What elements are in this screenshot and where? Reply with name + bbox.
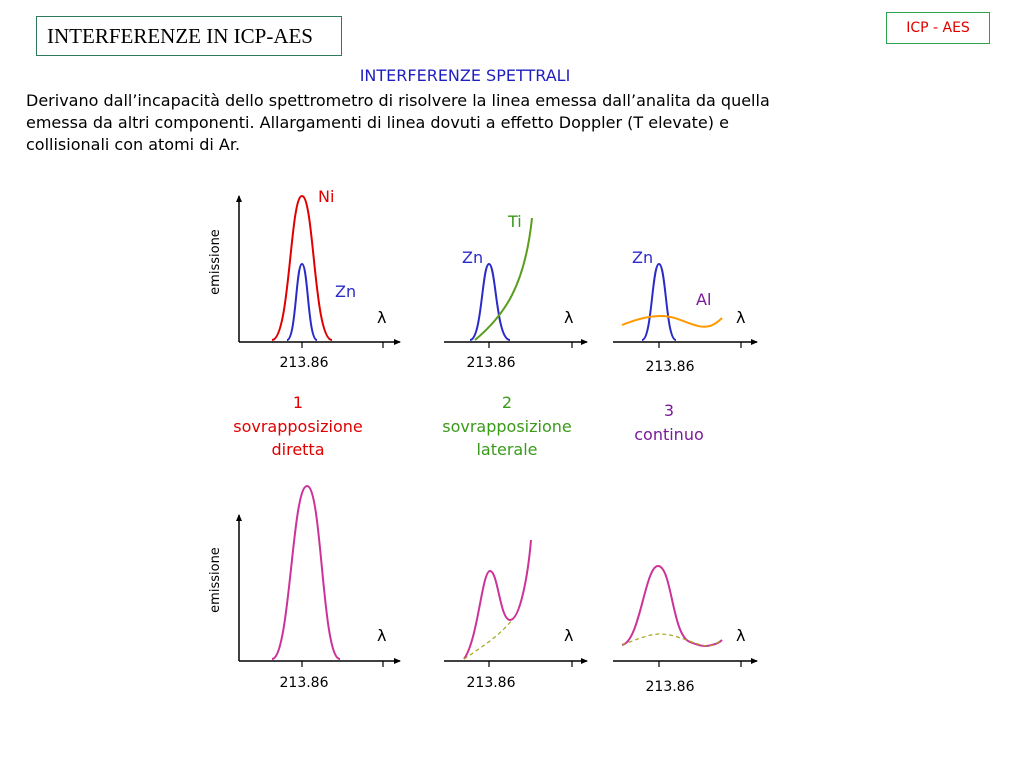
panel-3-bottom: λ 213.86 [613,564,758,695]
ti-label: Ti [507,212,522,231]
panel-1-top: Ni Zn λ 213.86 emissione [208,187,401,371]
caption-2-line-2: laterale [476,440,537,459]
caption-1: 1 sovrapposizione diretta [233,393,362,459]
baseline-dashed-2 [463,619,513,660]
caption-2-number: 2 [502,393,512,412]
description-line-2: emessa da altri componenti. Allargamenti… [26,113,729,132]
ni-peak-curve [271,194,333,341]
sum-curve-1 [271,484,341,660]
section-subtitle: INTERFERENZE SPETTRALI [359,66,571,85]
ni-label: Ni [318,187,334,206]
description-line-1: Derivano dall’incapacità dello spettrome… [26,91,770,110]
baseline-dashed-3 [621,633,723,647]
lambda-label-3-top: λ [736,308,745,327]
zn-peak-curve-1 [286,262,318,341]
al-label: Al [696,290,711,309]
description: Derivano dall’incapacità dello spettrome… [26,90,926,156]
caption-3-number: 3 [664,401,674,420]
tick-label-2-bottom: 213.86 [467,675,516,691]
caption-2-line-1: sovrapposizione [442,417,571,436]
zn-label-2: Zn [462,248,483,267]
caption-1-number: 1 [293,393,303,412]
lambda-label-1-bottom: λ [377,626,386,645]
caption-1-line-2: diretta [271,440,324,459]
zn-label-1: Zn [335,282,356,301]
lambda-label-1-top: λ [377,308,386,327]
zn-peak-curve-3 [641,262,677,341]
caption-2: 2 sovrapposizione laterale [442,393,571,459]
y-axis-label-bottom: emissione [208,547,223,613]
al-continuum-curve [621,314,723,328]
lambda-label-2-bottom: λ [564,626,573,645]
lambda-label-2-top: λ [564,308,573,327]
panel-1-bottom: λ 213.86 emissione [208,484,401,691]
page-title: INTERFERENZE IN ICP-AES [36,16,342,56]
panel-3-top: Zn Al λ 213.86 [613,248,758,375]
panel-2-top: Ti Zn λ 213.86 [444,212,588,371]
caption-3-line-1: continuo [634,425,704,444]
caption-3: 3 continuo [634,401,704,444]
description-line-3: collisionali con atomi di Ar. [26,135,241,154]
tick-label-3-top: 213.86 [646,359,695,375]
panel-2-bottom: λ 213.86 [444,539,588,691]
tick-label-1-top: 213.86 [280,355,329,371]
y-axis-label-top: emissione [208,229,223,295]
sum-curve-2 [463,539,532,660]
zn-label-3: Zn [632,248,653,267]
tick-label-2-top: 213.86 [467,355,516,371]
sum-curve-3 [621,564,723,647]
zn-peak-curve-2 [469,262,511,341]
caption-1-line-1: sovrapposizione [233,417,362,436]
lambda-label-3-bottom: λ [736,626,745,645]
tick-label-3-bottom: 213.86 [646,679,695,695]
tick-label-1-bottom: 213.86 [280,675,329,691]
ti-line-curve [474,217,533,341]
section-tag: ICP - AES [886,12,990,44]
